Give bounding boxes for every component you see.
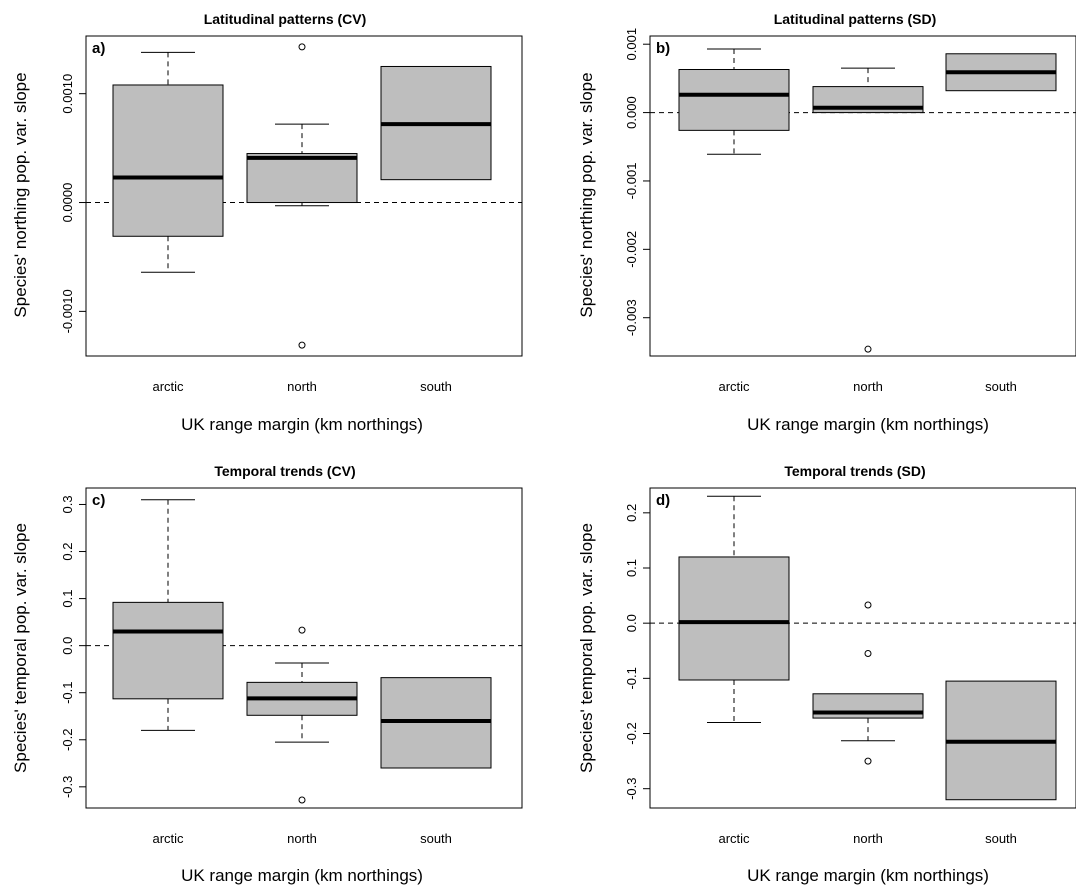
box-north (812, 67, 924, 353)
box-south (945, 53, 1057, 92)
x-tick-label: north (287, 379, 317, 394)
box-arctic (112, 51, 224, 273)
x-tick-label: north (853, 831, 883, 846)
outlier-point (864, 601, 872, 609)
x-axis-label: UK range margin (km northings) (747, 415, 989, 434)
panel-label: b) (656, 40, 670, 57)
panel-label: d) (656, 492, 670, 509)
outlier-point (864, 757, 872, 765)
panel-d: Temporal trends (SD) Species' temporal p… (577, 463, 1076, 885)
plot-area: -0.3 -0.2 -0.1 0.0 0.1 0.2 0.3 arctic north south (60, 495, 522, 846)
box-iqr (112, 601, 224, 700)
box-north (246, 626, 358, 804)
y-tick-label: 0.1 (60, 590, 75, 608)
panel-a: Latitudinal patterns (CV) Species' north… (11, 11, 523, 434)
x-tick-label: south (420, 379, 452, 394)
box-arctic (112, 499, 224, 731)
y-tick-label: -0.2 (60, 729, 75, 751)
box-south (380, 677, 492, 769)
box-south (945, 680, 1057, 801)
box-arctic (678, 495, 790, 723)
panel-title: Temporal trends (SD) (784, 463, 925, 479)
y-tick-label: -0.003 (624, 299, 639, 336)
plot-frame (85, 487, 523, 809)
y-tick-label: -0.3 (624, 777, 639, 799)
box-north (812, 601, 924, 765)
outlier-point (298, 626, 306, 634)
x-tick-label: south (985, 379, 1017, 394)
x-tick-label: south (420, 831, 452, 846)
x-tick-label: arctic (152, 831, 184, 846)
y-tick-label: 0.2 (624, 504, 639, 522)
outlier-point (298, 43, 306, 51)
outlier-point (298, 341, 306, 349)
panel-b: Latitudinal patterns (SD) Species' north… (577, 11, 1076, 434)
plot-area: -0.003 -0.002 -0.001 0.000 0.001 arctic north s… (624, 28, 1076, 394)
outlier-point (864, 650, 872, 658)
y-axis-label: Species' northing pop. var. slope (577, 72, 596, 317)
plot-frame (85, 35, 523, 357)
box-arctic (678, 48, 790, 155)
panel-label: a) (92, 40, 105, 57)
outlier-point (864, 345, 872, 353)
y-axis-label: Species' temporal pop. var. slope (11, 523, 30, 773)
box-iqr (112, 84, 224, 237)
y-tick-label: 0.2 (60, 542, 75, 560)
x-tick-label: north (853, 379, 883, 394)
y-tick-label: -0.001 (624, 163, 639, 200)
box-iqr (678, 556, 790, 681)
x-tick-label: arctic (718, 379, 750, 394)
x-axis-label: UK range margin (km northings) (181, 415, 423, 434)
y-tick-label: 0.1 (624, 559, 639, 577)
y-tick-label: -0.0010 (60, 289, 75, 333)
panel-label: c) (92, 492, 105, 509)
box-iqr (678, 69, 790, 131)
x-tick-label: arctic (718, 831, 750, 846)
x-axis-label: UK range margin (km northings) (181, 866, 423, 885)
panel-title: Latitudinal patterns (SD) (774, 11, 937, 27)
panel-title: Temporal trends (CV) (214, 463, 355, 479)
plot-frame (649, 35, 1076, 357)
y-tick-label: 0.3 (60, 495, 75, 513)
y-axis-label: Species' temporal pop. var. slope (577, 523, 596, 773)
y-tick-label: 0.000 (624, 96, 639, 129)
box-north (246, 43, 358, 349)
x-tick-label: north (287, 831, 317, 846)
y-axis-label: Species' northing pop. var. slope (11, 72, 30, 317)
plot-frame (649, 487, 1076, 809)
box-south (380, 65, 492, 181)
panel-title: Latitudinal patterns (CV) (204, 11, 367, 27)
panel-c: Temporal trends (CV) Species' temporal p… (11, 463, 523, 885)
y-tick-label: -0.1 (60, 682, 75, 704)
y-tick-label: 0.001 (624, 28, 639, 61)
y-tick-label: -0.3 (60, 776, 75, 798)
y-tick-label: -0.2 (624, 722, 639, 744)
y-tick-label: 0.0 (60, 637, 75, 655)
y-tick-label: -0.1 (624, 667, 639, 689)
plot-area: -0.3 -0.2 -0.1 0.0 0.1 0.2 arctic north south (624, 495, 1076, 846)
plot-area: -0.0010 0.0000 0.0010 arctic north south (60, 43, 522, 394)
y-tick-label: -0.002 (624, 231, 639, 268)
x-axis-label: UK range margin (km northings) (747, 866, 989, 885)
y-tick-label: 0.0 (624, 614, 639, 632)
x-tick-label: south (985, 831, 1017, 846)
x-tick-label: arctic (152, 379, 184, 394)
outlier-point (298, 796, 306, 804)
box-iqr (246, 153, 358, 204)
y-tick-label: 0.0000 (60, 183, 75, 223)
y-tick-label: 0.0010 (60, 74, 75, 114)
